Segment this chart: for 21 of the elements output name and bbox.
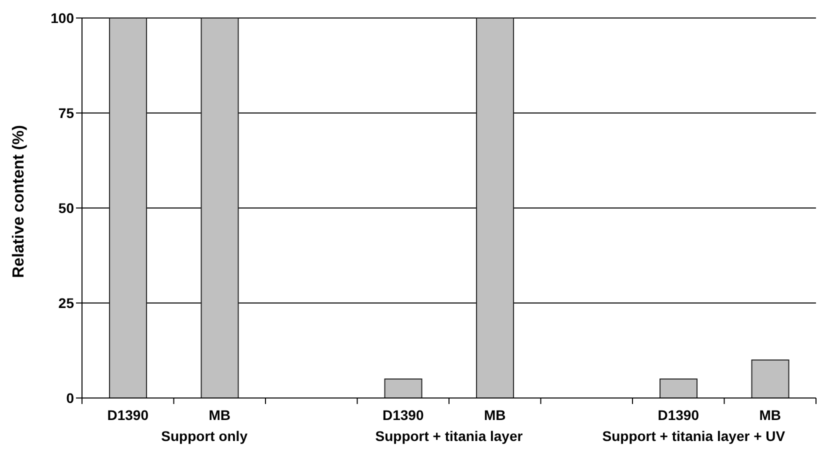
bar: [476, 18, 514, 398]
x-tick-label: D1390: [107, 407, 149, 423]
x-tick-label: MB: [484, 407, 506, 423]
bar: [384, 378, 422, 398]
bar: [751, 360, 790, 398]
y-tick-label: 75: [58, 104, 74, 121]
x-tick-label: MB: [208, 407, 231, 423]
y-axis-title: Relative content (%): [10, 125, 28, 278]
y-tick-label: 50: [58, 200, 74, 216]
x-tick-label: MB: [759, 407, 782, 423]
y-tick-label: 25: [58, 294, 74, 311]
y-tick-label: 100: [50, 10, 74, 26]
text: Support + titania layer: [374, 428, 524, 444]
text: Support + titania layer + UV: [601, 428, 786, 444]
bar: [660, 378, 698, 398]
text: Support only: [160, 428, 248, 444]
bar: [109, 18, 148, 398]
x-tick-label: D1390: [382, 407, 424, 423]
bar: [200, 18, 239, 398]
x-tick-label: D1390: [658, 407, 700, 423]
y-tick-label: 0: [66, 390, 74, 406]
